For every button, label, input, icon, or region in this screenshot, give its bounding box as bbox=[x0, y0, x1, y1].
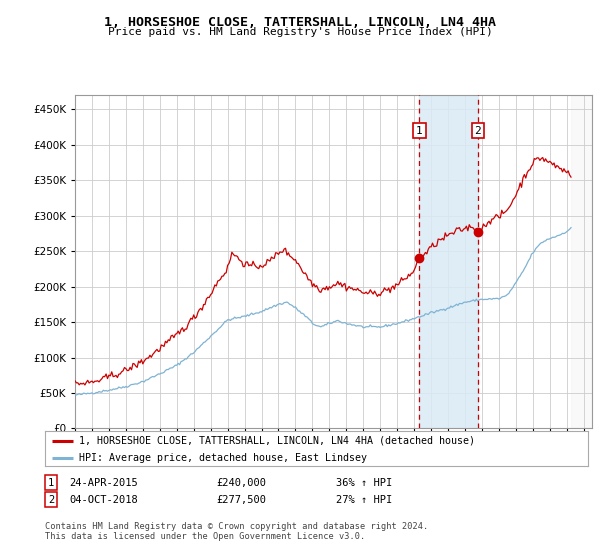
Text: Price paid vs. HM Land Registry's House Price Index (HPI): Price paid vs. HM Land Registry's House … bbox=[107, 27, 493, 38]
Text: 1: 1 bbox=[416, 125, 423, 136]
Bar bbox=[571, 95, 592, 428]
Text: £277,500: £277,500 bbox=[216, 494, 266, 505]
Text: 27% ↑ HPI: 27% ↑ HPI bbox=[336, 494, 392, 505]
Text: Contains HM Land Registry data © Crown copyright and database right 2024.
This d: Contains HM Land Registry data © Crown c… bbox=[45, 522, 428, 542]
Text: 2: 2 bbox=[48, 494, 54, 505]
Text: HPI: Average price, detached house, East Lindsey: HPI: Average price, detached house, East… bbox=[79, 453, 367, 463]
Text: 36% ↑ HPI: 36% ↑ HPI bbox=[336, 478, 392, 488]
Text: 2: 2 bbox=[475, 125, 481, 136]
Text: 1: 1 bbox=[48, 478, 54, 488]
Bar bbox=[419, 95, 478, 428]
Text: £240,000: £240,000 bbox=[216, 478, 266, 488]
Text: 1, HORSESHOE CLOSE, TATTERSHALL, LINCOLN, LN4 4HA: 1, HORSESHOE CLOSE, TATTERSHALL, LINCOLN… bbox=[104, 16, 496, 29]
Bar bbox=[571, 95, 592, 428]
Text: 04-OCT-2018: 04-OCT-2018 bbox=[69, 494, 138, 505]
Text: 1, HORSESHOE CLOSE, TATTERSHALL, LINCOLN, LN4 4HA (detached house): 1, HORSESHOE CLOSE, TATTERSHALL, LINCOLN… bbox=[79, 436, 475, 446]
Text: 24-APR-2015: 24-APR-2015 bbox=[69, 478, 138, 488]
